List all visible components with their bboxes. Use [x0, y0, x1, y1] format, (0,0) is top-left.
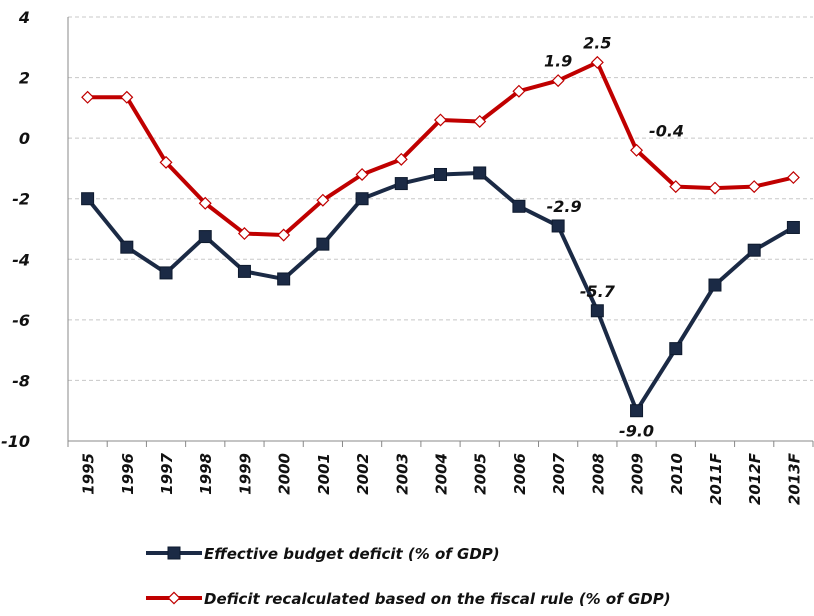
series-line	[86, 170, 795, 413]
x-tick-label: 2002	[354, 453, 372, 495]
marker	[512, 199, 526, 213]
marker	[159, 266, 173, 280]
y-tick-label: -6	[12, 311, 30, 330]
marker	[81, 90, 95, 104]
y-tick-label: 4	[18, 8, 30, 27]
marker	[630, 404, 644, 418]
marker	[81, 192, 95, 206]
marker	[316, 237, 330, 251]
x-tick-label: 2008	[589, 453, 607, 495]
x-tick-label: 2000	[276, 453, 294, 495]
x-tick-label: 2012F	[746, 452, 764, 505]
marker	[551, 74, 565, 88]
x-tick-label: 1998	[197, 453, 215, 495]
marker	[708, 181, 722, 195]
y-tick-label: -2	[12, 190, 30, 209]
marker	[590, 55, 604, 69]
y-tick-label: 0	[19, 129, 30, 148]
marker	[708, 278, 722, 292]
data-label: -2.9	[547, 197, 582, 216]
x-tick-label: 1999	[236, 453, 254, 495]
data-label: 2.5	[583, 33, 611, 52]
marker	[316, 193, 330, 207]
marker	[551, 219, 565, 233]
x-tick-label: 2007	[550, 452, 568, 494]
marker	[433, 113, 448, 127]
x-tick-label: 2003	[393, 453, 411, 495]
data-label: -0.4	[649, 121, 684, 140]
x-tick-label: 2009	[629, 453, 647, 495]
marker	[394, 152, 408, 166]
marker	[669, 180, 683, 194]
marker	[237, 264, 251, 278]
y-tick-label: -4	[12, 250, 30, 269]
y-tick-label: -8	[12, 371, 30, 390]
marker	[434, 167, 447, 181]
legend-label: Deficit recalculated based on the fiscal…	[204, 590, 671, 608]
marker	[590, 304, 604, 318]
marker	[630, 143, 644, 157]
x-tick-label: 2011F	[707, 452, 725, 505]
marker	[786, 171, 800, 185]
x-tick-label: 2013F	[785, 452, 803, 505]
marker	[120, 90, 134, 104]
marker	[355, 192, 369, 206]
x-tick-label: 2005	[472, 453, 490, 495]
marker	[786, 220, 800, 234]
marker	[198, 230, 212, 244]
x-tick-label: 1996	[119, 453, 137, 495]
marker	[355, 167, 369, 181]
marker	[747, 243, 761, 257]
x-tick-label: 2001	[315, 453, 333, 495]
marker	[167, 591, 181, 605]
marker	[669, 342, 683, 356]
marker	[198, 196, 212, 210]
x-tick-label: 2010	[668, 453, 686, 495]
y-tick-label: -10	[1, 432, 30, 451]
marker	[394, 177, 408, 191]
marker	[167, 546, 181, 560]
marker	[277, 228, 291, 242]
x-tick-label: 1995	[80, 453, 98, 495]
x-tick-label: 2004	[433, 453, 451, 495]
legend-label: Effective budget deficit (% of GDP)	[204, 545, 500, 563]
marker	[473, 166, 487, 180]
marker	[512, 84, 526, 98]
marker	[237, 227, 251, 241]
data-label: -9.0	[619, 422, 654, 441]
marker	[747, 180, 761, 194]
marker	[120, 240, 134, 254]
marker	[277, 272, 291, 286]
x-tick-label: 1997	[158, 452, 176, 494]
data-label: -5.7	[580, 282, 616, 301]
marker	[159, 155, 173, 169]
y-tick-label: 2	[19, 69, 30, 88]
x-tick-label: 2006	[511, 453, 529, 495]
marker	[473, 114, 487, 128]
data-label: 1.9	[544, 52, 572, 71]
series-line	[87, 60, 794, 238]
